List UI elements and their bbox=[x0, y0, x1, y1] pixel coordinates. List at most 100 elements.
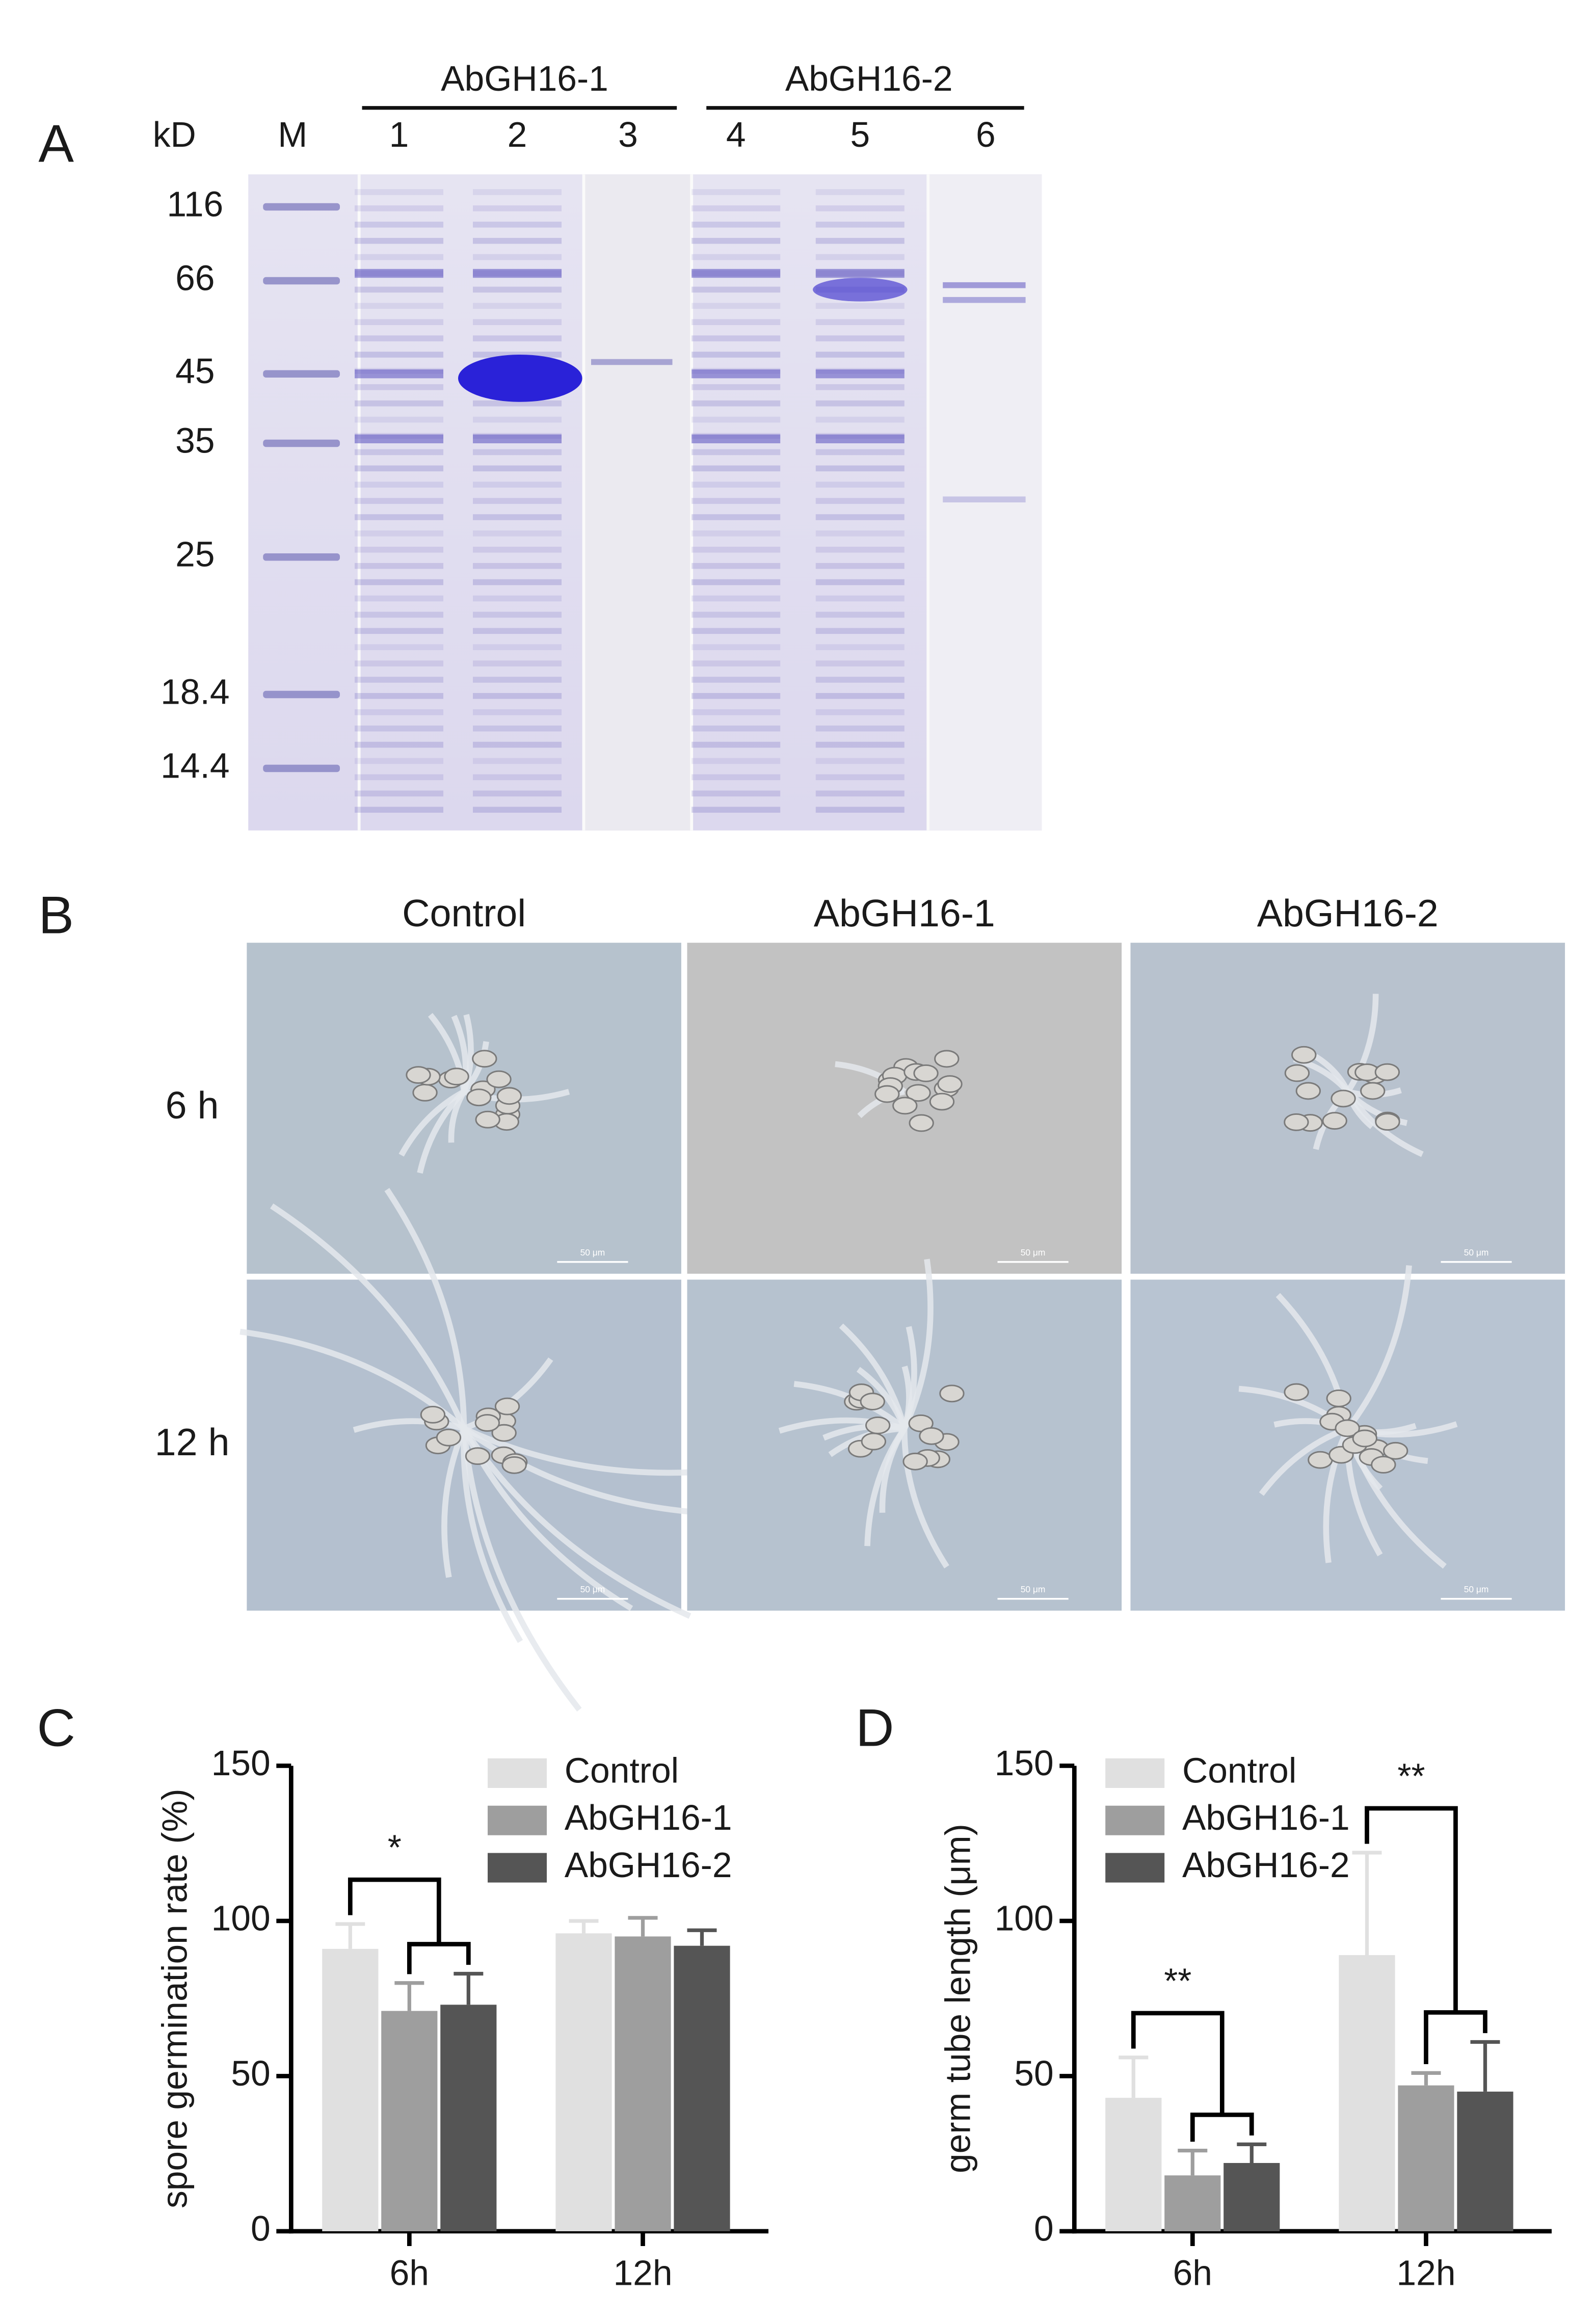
protein-band bbox=[815, 677, 905, 683]
protein-band bbox=[691, 677, 781, 683]
scale-bar-label: 50 μm bbox=[1021, 1247, 1046, 1258]
spore bbox=[1295, 1082, 1321, 1100]
significance-label: * bbox=[388, 1827, 402, 1867]
protein-band bbox=[355, 254, 444, 260]
gel-lane-bg bbox=[928, 174, 1042, 831]
protein-band bbox=[691, 189, 781, 195]
error-bar bbox=[1178, 2148, 1208, 2176]
protein-band bbox=[355, 303, 444, 309]
protein-band bbox=[691, 546, 781, 553]
protein-band bbox=[691, 563, 781, 569]
x-tick-label: 12h bbox=[1396, 2253, 1455, 2292]
bar bbox=[1164, 2175, 1221, 2231]
protein-band bbox=[355, 514, 444, 520]
spore bbox=[475, 1110, 500, 1129]
protein-band bbox=[355, 709, 444, 715]
spore bbox=[874, 1085, 900, 1103]
y-axis-label: spore germination rate (%) bbox=[154, 1788, 194, 2208]
spore bbox=[406, 1066, 431, 1084]
protein-band bbox=[691, 579, 781, 585]
protein-band bbox=[473, 221, 562, 228]
hypha bbox=[384, 1188, 467, 1429]
scale-bar-label: 50 μm bbox=[1021, 1584, 1046, 1594]
protein-band bbox=[815, 579, 905, 585]
bar bbox=[615, 1936, 671, 2231]
protein-band bbox=[691, 303, 781, 309]
marker-size-label: 66 bbox=[175, 258, 215, 298]
panel-letter: A bbox=[38, 114, 74, 174]
column-label: AbGH16-2 bbox=[1257, 892, 1439, 934]
protein-band bbox=[355, 644, 444, 650]
protein-band bbox=[355, 384, 444, 390]
hypha bbox=[1345, 1265, 1412, 1431]
protein-band bbox=[691, 221, 781, 228]
hypha bbox=[461, 1427, 691, 1619]
bar bbox=[322, 1948, 379, 2231]
protein-band bbox=[691, 644, 781, 650]
protein-band bbox=[691, 449, 781, 456]
protein-band bbox=[473, 774, 562, 781]
hypha bbox=[441, 1427, 467, 1578]
error-bar bbox=[1411, 2071, 1441, 2086]
hypha bbox=[270, 1203, 467, 1430]
marker-band bbox=[263, 203, 340, 211]
protein-band bbox=[815, 758, 905, 764]
lane-label: 3 bbox=[618, 115, 638, 154]
scale-bar-label: 50 μm bbox=[580, 1247, 605, 1258]
protein-band bbox=[473, 254, 562, 260]
scale-bar-label: 50 μm bbox=[1464, 1584, 1489, 1594]
marker-band bbox=[263, 764, 340, 772]
scale-bar-label: 50 μm bbox=[1464, 1247, 1489, 1258]
protein-band bbox=[815, 530, 905, 537]
hypha bbox=[461, 1428, 523, 1643]
protein-band bbox=[943, 297, 1026, 303]
lane-label: 2 bbox=[508, 115, 527, 154]
spore bbox=[1383, 1441, 1408, 1460]
gel-marker-label: M bbox=[278, 115, 307, 154]
protein-band bbox=[473, 319, 562, 325]
panel-letter: D bbox=[856, 1698, 894, 1757]
protein-band bbox=[815, 725, 905, 732]
legend-label: AbGH16-1 bbox=[1182, 1798, 1350, 1837]
spore bbox=[1284, 1064, 1310, 1082]
spore bbox=[1360, 1082, 1386, 1100]
overexpressed-band bbox=[458, 354, 582, 402]
protein-band bbox=[691, 660, 781, 666]
hypha bbox=[839, 1323, 908, 1430]
protein-band bbox=[473, 741, 562, 748]
protein-band bbox=[815, 514, 905, 520]
protein-band bbox=[473, 758, 562, 764]
lane-group-label: AbGH16-2 bbox=[785, 59, 953, 98]
marker-size-label: 14.4 bbox=[161, 745, 229, 785]
protein-band bbox=[815, 221, 905, 228]
spore bbox=[934, 1050, 960, 1068]
protein-band bbox=[473, 434, 562, 443]
error-bar bbox=[569, 1919, 599, 1934]
significance-bracket bbox=[1365, 1806, 1458, 2013]
spore bbox=[491, 1424, 517, 1442]
spore bbox=[1322, 1112, 1347, 1130]
protein-band bbox=[473, 644, 562, 650]
hypha bbox=[1345, 994, 1379, 1093]
significance-bracket bbox=[348, 1877, 441, 1944]
protein-band bbox=[691, 530, 781, 537]
protein-band bbox=[691, 774, 781, 781]
lane-label: 5 bbox=[850, 115, 870, 154]
protein-band bbox=[473, 335, 562, 341]
spore bbox=[472, 1050, 497, 1068]
protein-band bbox=[473, 693, 562, 699]
spore bbox=[444, 1067, 469, 1086]
protein-band bbox=[355, 693, 444, 699]
legend-label: AbGH16-1 bbox=[565, 1798, 732, 1837]
protein-band bbox=[691, 628, 781, 634]
spore bbox=[1308, 1451, 1333, 1469]
protein-band bbox=[815, 205, 905, 211]
protein-band bbox=[815, 352, 905, 358]
protein-band bbox=[591, 359, 673, 365]
protein-band bbox=[815, 319, 905, 325]
spore bbox=[1335, 1419, 1360, 1437]
spore bbox=[929, 1092, 955, 1111]
protein-band bbox=[355, 498, 444, 504]
